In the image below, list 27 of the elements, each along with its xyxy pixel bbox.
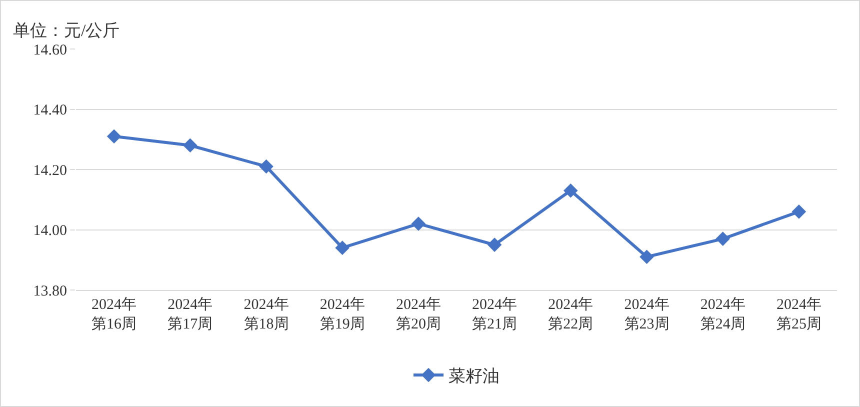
y-tick-label: 14.00 <box>33 223 67 239</box>
x-tick-label: 2024年第16周 <box>92 296 137 332</box>
point <box>335 240 350 255</box>
point <box>487 238 502 252</box>
point <box>716 232 730 246</box>
y-tick-label: 14.60 <box>33 42 67 58</box>
x-tick-label: 2024年第23周 <box>624 296 670 332</box>
legend-label: 菜籽油 <box>448 366 500 386</box>
point <box>564 183 578 198</box>
x-tick-label: 2024年第20周 <box>396 296 441 332</box>
x-tick-label: 2024年第25周 <box>776 296 822 332</box>
y-tick-label: 14.40 <box>33 102 67 118</box>
x-tick-label: 2024年第19周 <box>320 296 365 332</box>
y-tick-label: 13.80 <box>33 283 67 300</box>
point <box>640 250 654 264</box>
y-axis-title: 单位：元/公斤 <box>13 21 120 40</box>
point <box>106 129 122 144</box>
x-tick-label: 2024年第18周 <box>244 296 289 332</box>
point <box>411 216 426 231</box>
x-tick-label: 2024年第21周 <box>472 296 518 332</box>
point <box>792 204 806 219</box>
point <box>183 138 198 153</box>
x-tick-label: 2024年第17周 <box>168 296 213 332</box>
x-tick-label: 2024年第24周 <box>700 296 746 332</box>
x-tick-label: 2024年第22周 <box>548 296 594 332</box>
point <box>259 159 274 174</box>
y-tick-label: 14.20 <box>33 162 67 179</box>
